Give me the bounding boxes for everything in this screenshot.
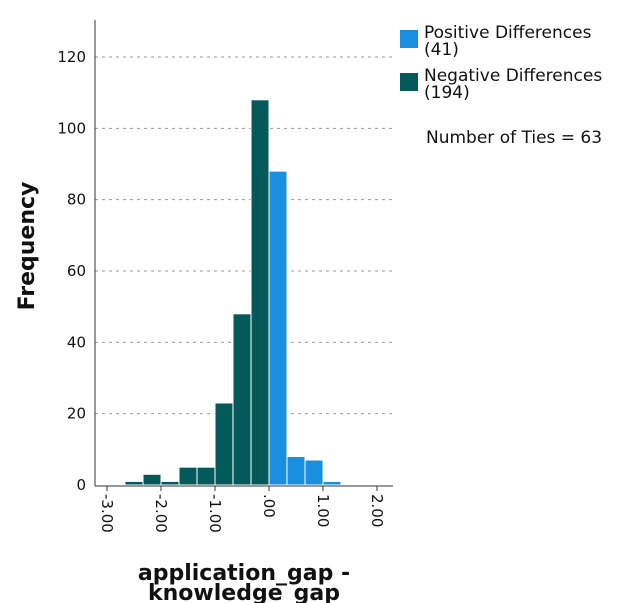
negative-bar [142, 473, 162, 486]
legend-label-negative: Negative Differences [424, 66, 602, 86]
negative-bar [250, 99, 270, 486]
bars [124, 99, 342, 486]
y-tick-label: 0 [76, 476, 86, 494]
negative-bar [196, 466, 216, 486]
x-tick-label: -2.00 [152, 494, 170, 533]
y-tick-label: 80 [67, 191, 86, 209]
x-tick-label: 1.00 [314, 494, 332, 527]
positive-bar [268, 170, 288, 486]
ties-annotation: Number of Ties = 63 [426, 128, 602, 148]
legend-count-positive: (41) [424, 40, 459, 60]
legend-swatch-negative [400, 73, 418, 91]
positive-bar [322, 480, 342, 486]
y-tick-label: 120 [57, 48, 86, 66]
x-axis-title-line2: knowledge_gap [148, 581, 340, 603]
legend: Positive Differences (41) Negative Diffe… [400, 23, 602, 103]
x-tick-label: -1.00 [206, 494, 224, 533]
positive-bar [286, 455, 306, 486]
y-axis-title: Frequency [15, 182, 40, 311]
x-tick-label: 2.00 [368, 494, 386, 527]
legend-label-positive: Positive Differences [424, 23, 592, 43]
y-tick-label: 60 [67, 262, 86, 280]
positive-bar [304, 459, 324, 486]
axes: 0 20 40 60 80 100 120 -3.00 -2.00 -1.00 .00 1.00 2.0… [57, 20, 393, 533]
x-tick-label: .00 [260, 494, 278, 518]
legend-swatch-positive [400, 30, 418, 48]
negative-bar [214, 402, 234, 486]
y-tick-label: 100 [57, 119, 86, 137]
x-tick-label: -3.00 [98, 494, 116, 533]
legend-count-negative: (194) [424, 83, 470, 103]
negative-bar [178, 466, 198, 486]
negative-bar [160, 480, 180, 486]
y-tick-label: 20 [67, 405, 86, 423]
x-axis-title-line1: application_gap - [138, 561, 350, 586]
negative-bar [232, 313, 252, 486]
y-tick-label: 40 [67, 333, 86, 351]
negative-bar [124, 480, 144, 486]
